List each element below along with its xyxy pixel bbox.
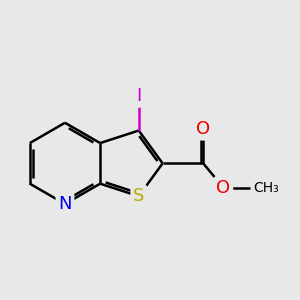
Text: S: S <box>133 187 144 205</box>
Text: O: O <box>216 179 231 197</box>
Text: I: I <box>136 87 141 105</box>
Text: CH₃: CH₃ <box>253 181 279 195</box>
Text: O: O <box>196 120 210 138</box>
Text: N: N <box>58 195 72 213</box>
